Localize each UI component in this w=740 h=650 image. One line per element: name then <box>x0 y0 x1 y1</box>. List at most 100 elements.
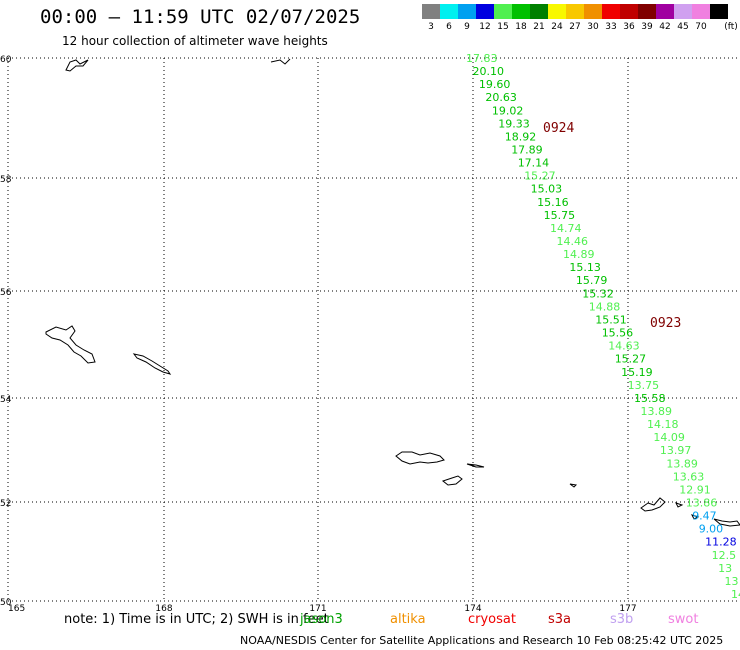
swh-value: 13 <box>725 575 739 588</box>
lat-tick-label: 50 <box>0 598 12 608</box>
legend-swatch <box>494 4 512 19</box>
legend-label: 27 <box>569 22 581 32</box>
swh-value: 15.56 <box>602 327 634 340</box>
swh-value: 13.75 <box>628 379 660 392</box>
legend-swatch <box>422 4 440 19</box>
coastlines <box>45 58 740 527</box>
swh-value: 15.27 <box>615 353 647 366</box>
swh-value: 17.83 <box>466 52 498 65</box>
lon-tick-label: 174 <box>464 604 481 614</box>
swh-value: 15.19 <box>621 366 653 379</box>
island-aleutian-1 <box>395 451 445 465</box>
swh-value: 15.75 <box>544 209 576 222</box>
swh-value: 19.60 <box>479 78 511 91</box>
swh-value: 14.18 <box>647 418 679 431</box>
credit-line: NOAA/NESDIS Center for Satellite Applica… <box>240 634 724 647</box>
page-subtitle: 12 hour collection of altimeter wave hei… <box>62 34 328 48</box>
swh-value: 18.92 <box>505 130 537 143</box>
legend-swatch <box>692 4 710 19</box>
legend-label: 42 <box>659 22 671 32</box>
swh-value: 15.16 <box>537 196 569 209</box>
island-aleutian-3 <box>466 463 485 468</box>
lat-lon-grid <box>8 58 737 601</box>
satellite-altika: altika <box>390 612 426 627</box>
swh-value: 13.89 <box>666 457 698 470</box>
swh-value: 17.89 <box>511 144 543 157</box>
swh-value: 14.89 <box>563 248 595 261</box>
swh-value: 12.91 <box>679 483 711 496</box>
swh-value: 14 <box>731 588 740 601</box>
legend-swatch <box>548 4 566 19</box>
swh-value: 15.03 <box>531 183 563 196</box>
legend-swatch <box>602 4 620 19</box>
legend-label: 45 <box>677 22 689 32</box>
legend-label: 12 <box>479 22 491 32</box>
swh-value: 14.46 <box>557 235 589 248</box>
lat-tick-label: 58 <box>0 175 12 185</box>
swh-value: 15.27 <box>524 170 556 183</box>
swh-value: 9.47 <box>692 510 717 523</box>
swh-value: 12.5 <box>712 549 737 562</box>
swh-value: 14.09 <box>653 431 685 444</box>
page-title: 00:00 – 11:59 UTC 02/07/2025 <box>40 6 361 28</box>
legend-label: 3 <box>428 22 434 32</box>
lat-tick-label: 54 <box>0 395 12 405</box>
swh-value: 13.97 <box>660 444 692 457</box>
legend-label: 15 <box>497 22 509 32</box>
lon-tick-label: 171 <box>309 604 326 614</box>
altimeter-track: 17.8320.1019.6020.6319.0219.3318.9217.89… <box>466 52 740 601</box>
legend-label: 36 <box>623 22 635 32</box>
swh-value: 20.63 <box>485 91 517 104</box>
swh-value: 20.10 <box>473 65 505 78</box>
swh-value: 14.88 <box>589 300 621 313</box>
legend-swatch <box>584 4 602 19</box>
lat-tick-label: 52 <box>0 499 11 509</box>
swh-value: 9.00 <box>699 523 724 536</box>
legend-swatch <box>512 4 530 19</box>
legend-label: 9 <box>464 22 470 32</box>
legend-label: 33 <box>605 22 617 32</box>
island-aleutian-2 <box>441 475 463 486</box>
island-large-west <box>45 325 96 364</box>
island-aleutian-8 <box>713 518 740 527</box>
satellite-cryosat: cryosat <box>468 612 516 627</box>
satellite-s3a: s3a <box>548 612 572 627</box>
legend-swatch <box>638 4 656 19</box>
swh-value: 15.79 <box>576 274 608 287</box>
swh-value: 19.33 <box>498 117 530 130</box>
footnote: note: 1) Time is in UTC; 2) SWH is in fe… <box>64 612 329 627</box>
swh-value: 13.89 <box>641 405 673 418</box>
coastline-top-right <box>270 58 291 65</box>
coastline-top-left <box>65 59 89 72</box>
legend-label: 24 <box>551 22 563 32</box>
legend-label: 70 <box>695 22 707 32</box>
legend-swatch <box>620 4 638 19</box>
swh-value: 15.32 <box>582 287 614 300</box>
time-label-0924: 0924 <box>543 121 574 136</box>
legend-label: 39 <box>641 22 653 32</box>
satellite-swot: swot <box>668 612 699 627</box>
swh-value: 15.51 <box>595 314 627 327</box>
legend-swatch <box>674 4 692 19</box>
legend-swatch <box>530 4 548 19</box>
legend-label: 21 <box>533 22 545 32</box>
legend-swatch <box>476 4 494 19</box>
swh-value: 15.58 <box>634 392 666 405</box>
swh-value: 13.86 <box>686 497 718 510</box>
island-elongated <box>132 353 172 375</box>
island-aleutian-5 <box>640 497 666 512</box>
satellite-s3b: s3b <box>610 612 634 627</box>
swh-value: 13.63 <box>673 470 705 483</box>
swh-value: 17.14 <box>518 157 550 170</box>
swh-value: 19.02 <box>492 104 524 117</box>
legend-swatch <box>440 4 458 19</box>
lon-tick-label: 165 <box>8 604 25 614</box>
legend-label: 6 <box>446 22 452 32</box>
satellite-jason3: jason3 <box>300 612 343 627</box>
legend-swatch <box>458 4 476 19</box>
lon-tick-label: 177 <box>619 604 636 614</box>
island-aleutian-6 <box>675 502 684 508</box>
legend-swatch <box>566 4 584 19</box>
legend-unit: (ft) <box>724 22 738 32</box>
